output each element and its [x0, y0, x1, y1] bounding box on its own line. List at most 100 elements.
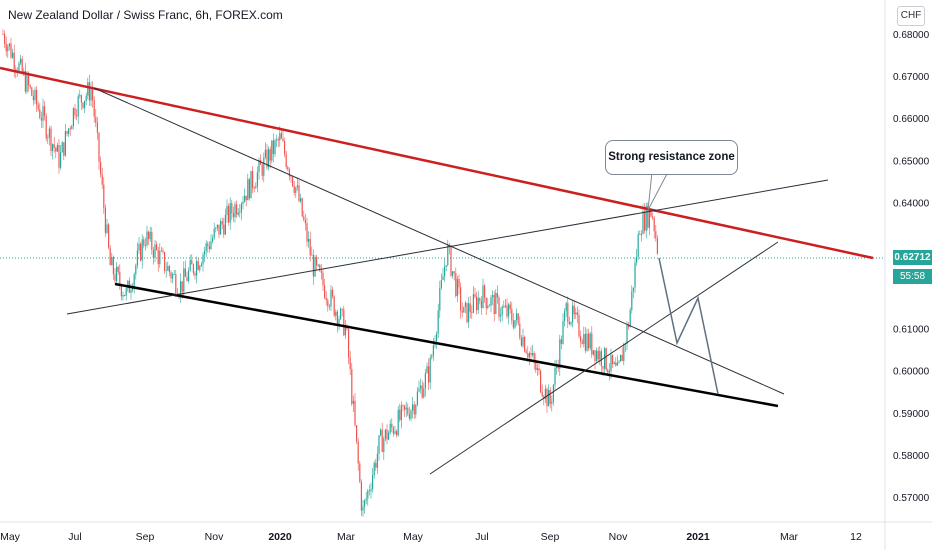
candle-body	[588, 333, 590, 349]
candle-body	[183, 268, 185, 292]
candle-body	[333, 296, 335, 316]
candle-body	[610, 354, 612, 371]
candle-body	[112, 257, 114, 275]
candle-body	[280, 133, 282, 139]
candle-body	[212, 238, 214, 242]
candle-body	[391, 423, 393, 428]
support-trendline[interactable]	[114, 282, 779, 408]
candle-body	[556, 366, 558, 369]
candle-body	[372, 474, 374, 490]
candle-body	[319, 264, 321, 271]
candle-body	[304, 219, 306, 224]
candle-body	[116, 266, 118, 282]
candle-body	[548, 390, 550, 407]
candle-body	[101, 174, 103, 185]
time-tick-label: Mar	[337, 531, 356, 543]
candle-body	[500, 314, 502, 317]
candle-body	[351, 369, 353, 404]
candle-body	[341, 308, 343, 310]
candle-body	[380, 429, 382, 436]
candle-body	[71, 126, 73, 130]
currency-button[interactable]: CHF	[897, 6, 925, 26]
candle-body	[215, 227, 217, 229]
upper-channel-trendline[interactable]	[93, 87, 785, 395]
candle-body	[87, 82, 89, 96]
candle-body	[124, 295, 126, 296]
candle-body	[544, 388, 546, 399]
candle-body	[596, 350, 598, 361]
candle-body	[524, 336, 526, 352]
candle-body	[28, 74, 30, 86]
candle-body	[247, 179, 249, 201]
candle-body	[634, 262, 636, 288]
candle-body	[511, 309, 513, 321]
candle-body	[103, 184, 105, 208]
candle-body	[591, 333, 593, 355]
candle-body	[239, 212, 241, 214]
candle-body	[613, 362, 615, 364]
candle-body	[170, 272, 172, 279]
candle-body	[258, 160, 260, 173]
resistance-trendline[interactable]	[0, 66, 874, 260]
candle-body	[359, 463, 361, 482]
candle-body	[348, 329, 350, 358]
candle-body	[63, 142, 65, 156]
candle-body	[248, 179, 250, 199]
candle-body	[452, 271, 454, 276]
candle-body	[132, 287, 134, 291]
candle-body	[20, 58, 22, 64]
candle-body	[493, 295, 495, 315]
candle-body	[639, 234, 641, 236]
candle-body	[111, 257, 113, 266]
candle-body	[159, 250, 161, 265]
candle-body	[327, 300, 329, 307]
candle-body	[468, 303, 470, 323]
lower-rising-trendline[interactable]	[429, 241, 779, 475]
candle-body	[375, 462, 377, 468]
candle-body	[100, 161, 102, 175]
candle-body	[45, 116, 47, 139]
candle-body	[223, 224, 225, 235]
candle-body	[298, 185, 300, 202]
candle-body	[546, 388, 548, 407]
candle-body	[290, 176, 292, 178]
candle-body	[320, 270, 322, 273]
price-tick-label: 0.58000	[893, 451, 930, 462]
candle-body	[58, 144, 60, 168]
candle-body	[485, 297, 487, 309]
candle-body	[245, 195, 247, 201]
resistance-callout[interactable]: Strong resistance zone	[605, 140, 738, 175]
candle-body	[237, 212, 239, 215]
time-tick-label: Nov	[205, 531, 224, 543]
candle-body	[84, 100, 86, 108]
candle-body	[647, 206, 649, 228]
candle-body	[644, 211, 646, 231]
time-tick-label: Jul	[68, 531, 81, 543]
candle-body	[199, 266, 201, 270]
projection-path[interactable]	[658, 257, 719, 395]
candle-body	[378, 435, 380, 454]
candle-body	[584, 333, 586, 351]
candle-body	[436, 333, 438, 342]
candle-body	[592, 350, 594, 355]
candle-body	[652, 216, 654, 218]
candle-body	[244, 195, 246, 202]
candle-body	[420, 385, 422, 389]
candle-body	[650, 209, 652, 217]
candle-body	[167, 266, 169, 271]
candle-body	[360, 481, 362, 511]
candle-body	[68, 128, 70, 134]
candle-body	[653, 217, 655, 232]
candle-body	[301, 198, 303, 217]
candlesticks	[2, 29, 658, 517]
candle-body	[29, 85, 31, 88]
candle-body	[367, 490, 369, 499]
candle-body	[269, 149, 271, 161]
candle-body	[442, 276, 444, 280]
candle-body	[82, 102, 84, 108]
candle-body	[637, 234, 639, 257]
candle-body	[405, 407, 407, 410]
candle-body	[255, 186, 257, 189]
rising-trendline[interactable]	[66, 179, 829, 315]
